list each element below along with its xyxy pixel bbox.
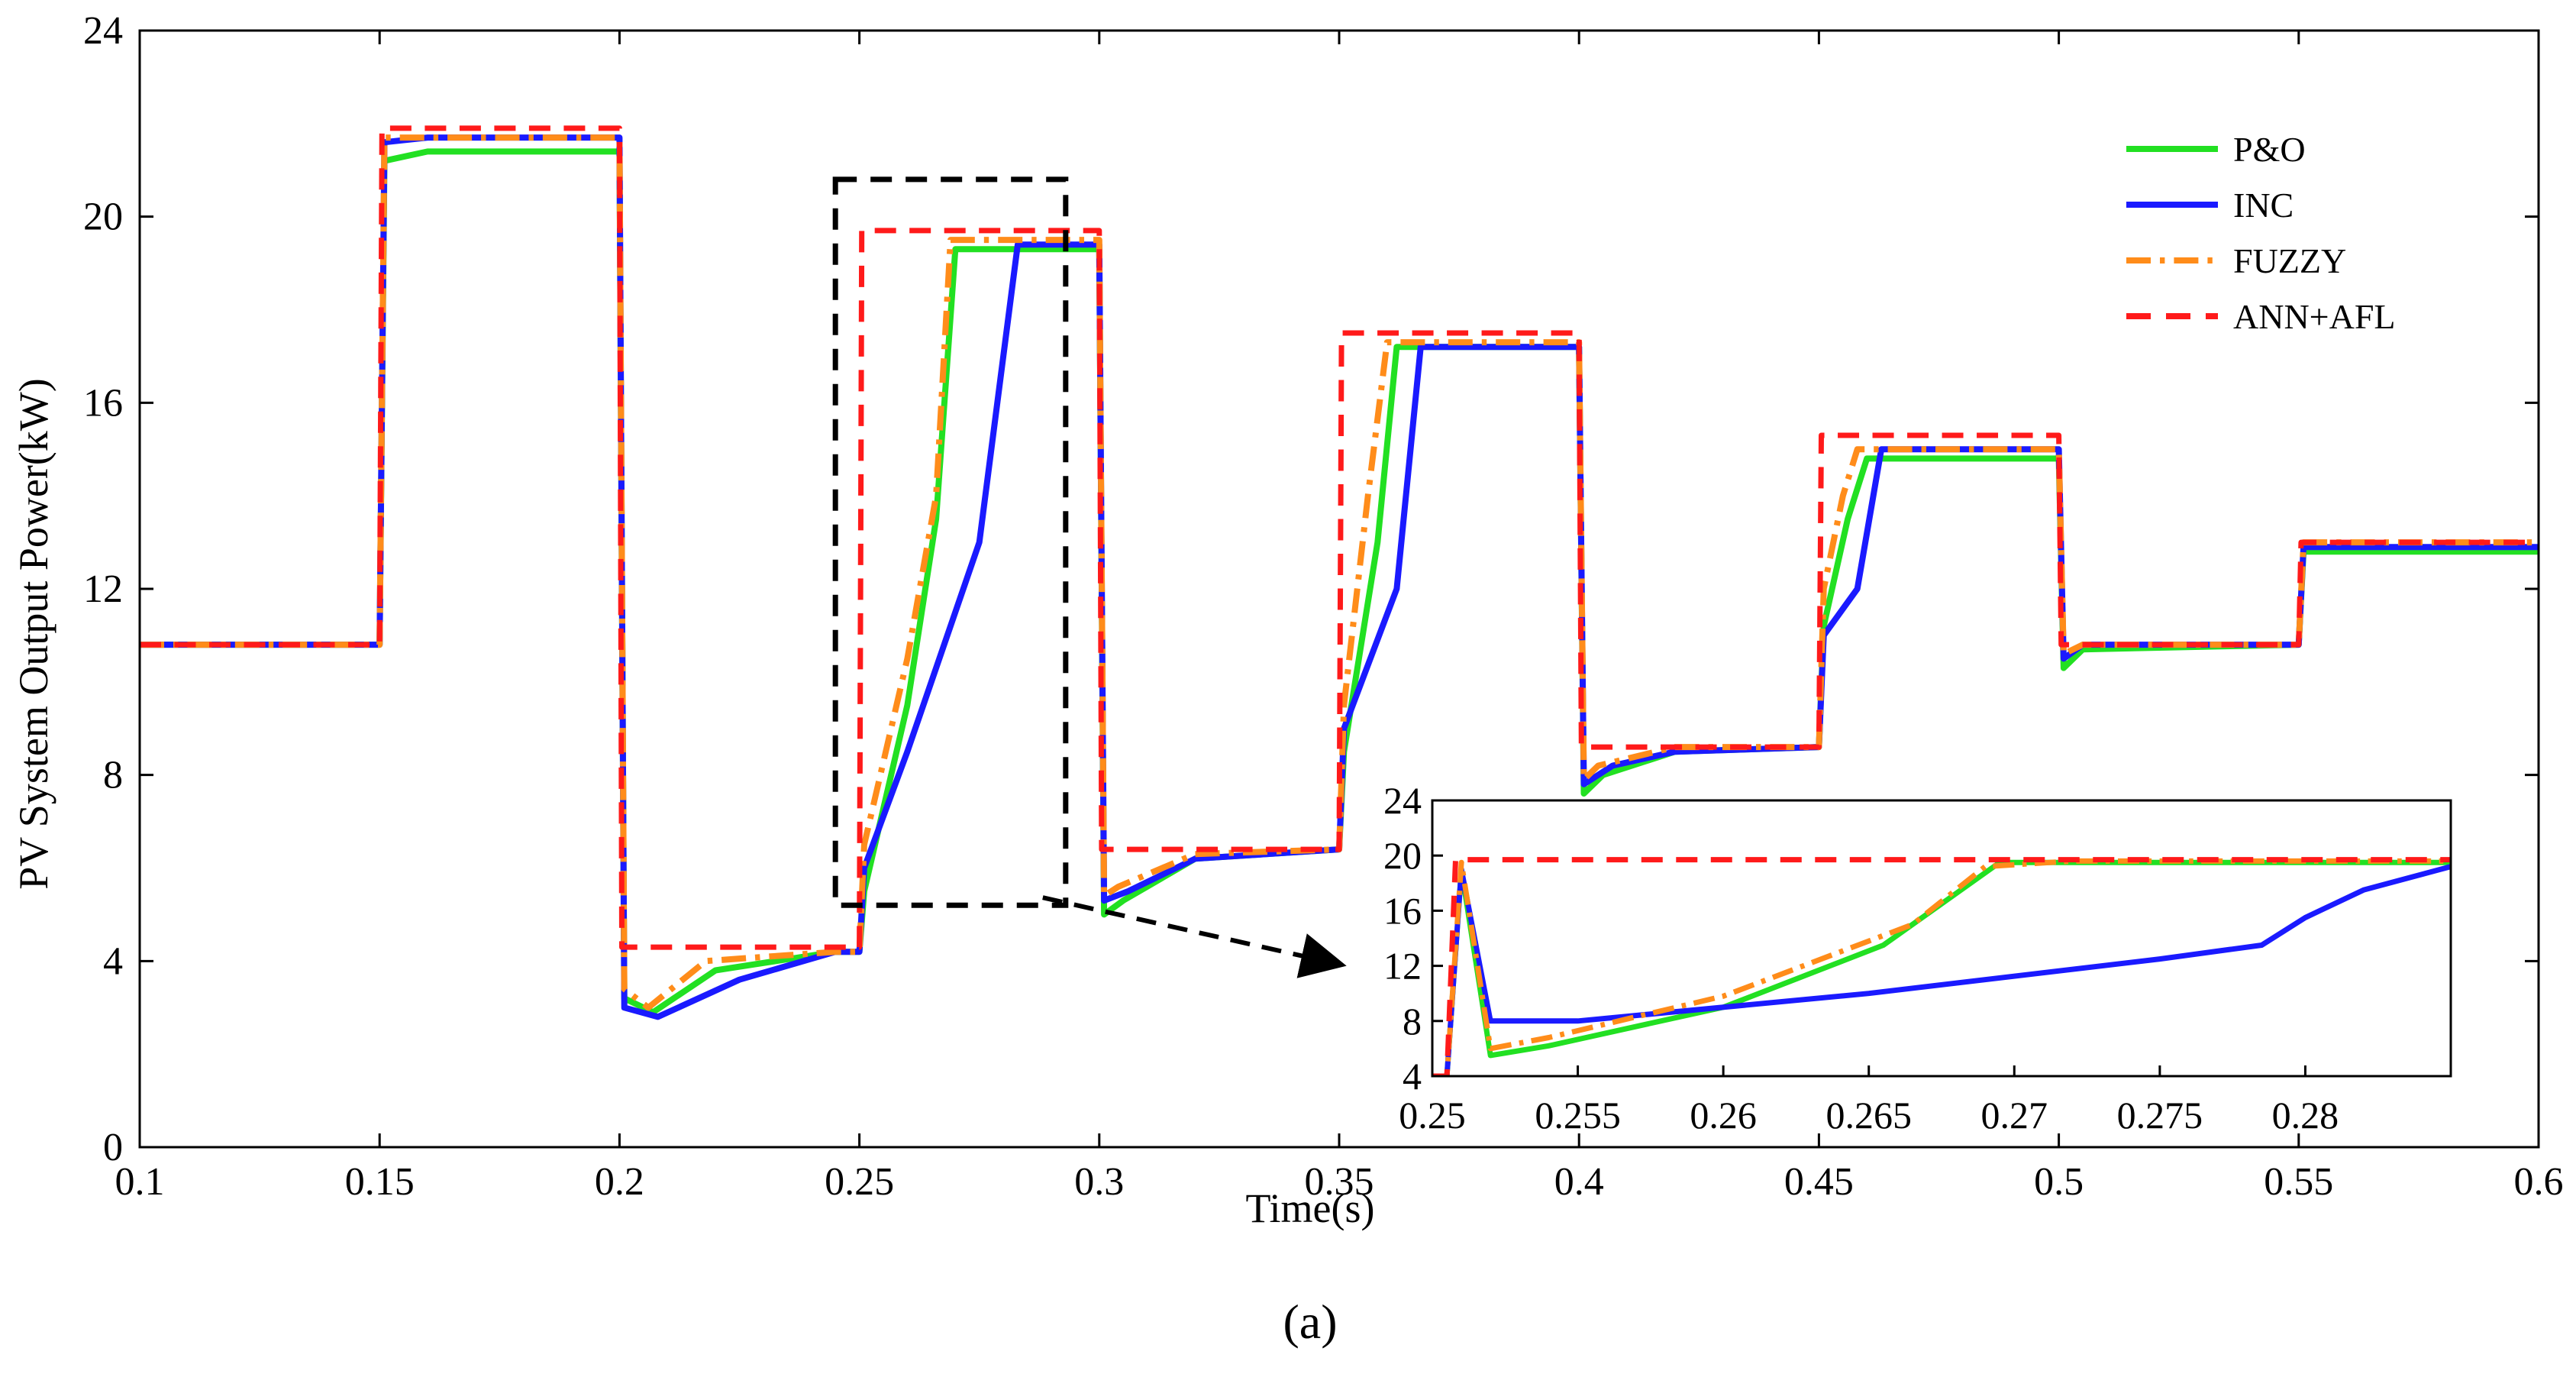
inset-x-tick-label: 0.275 bbox=[2117, 1094, 2203, 1136]
y-tick-label: 0 bbox=[103, 1126, 123, 1169]
inset-series-line-inc bbox=[1432, 864, 2451, 1076]
y-tick-label: 24 bbox=[83, 9, 123, 53]
inset-x-tick-label: 0.25 bbox=[1399, 1094, 1466, 1136]
series-line-ann-afl bbox=[140, 125, 2539, 950]
inset-series-line-fuzzy bbox=[1432, 858, 2451, 1076]
x-tick-label: 0.1 bbox=[115, 1160, 165, 1204]
zoom-arrow bbox=[1042, 895, 1347, 978]
y-tick-label: 16 bbox=[83, 381, 123, 425]
y-tick-label: 4 bbox=[103, 939, 123, 983]
legend-label: P&O bbox=[2233, 130, 2306, 169]
x-tick-label: 0.45 bbox=[1784, 1160, 1854, 1204]
legend-label: ANN+AFL bbox=[2233, 297, 2396, 336]
inset-x-tick-label: 0.27 bbox=[1981, 1094, 2048, 1136]
inset-y-tick-label: 16 bbox=[1383, 889, 1422, 932]
inset-y-tick-label: 4 bbox=[1403, 1055, 1422, 1098]
inset-y-tick-label: 20 bbox=[1383, 834, 1422, 877]
x-tick-label: 0.35 bbox=[1305, 1160, 1374, 1204]
figure-caption: (a) bbox=[1283, 1295, 1337, 1349]
legend-label: FUZZY bbox=[2233, 241, 2346, 280]
y-tick-label: 20 bbox=[83, 196, 123, 239]
x-tick-label: 0.6 bbox=[2514, 1160, 2564, 1204]
inset-x-tick-label: 0.255 bbox=[1535, 1094, 1621, 1136]
legend: P&O INC FUZZY ANN+AFL bbox=[2126, 130, 2396, 336]
inset-y-tick-label: 24 bbox=[1383, 779, 1422, 822]
inset-background bbox=[1432, 800, 2451, 1076]
inset-x-tick-label: 0.28 bbox=[2272, 1094, 2339, 1136]
y-tick-label: 12 bbox=[83, 567, 123, 611]
inset-y-tick-label: 8 bbox=[1403, 1000, 1422, 1043]
x-tick-label: 0.25 bbox=[825, 1160, 894, 1204]
x-tick-label: 0.3 bbox=[1074, 1160, 1124, 1204]
inset-series-line-ann-afl bbox=[1432, 857, 2451, 1076]
main-plot: 0.1 0.15 0.2 0.25 0.3 0.35 0.4 0.45 0.5 0.55 0.6 0… bbox=[83, 9, 2564, 1204]
x-tick-label: 0.15 bbox=[345, 1160, 415, 1204]
inset-x-tick-label: 0.26 bbox=[1690, 1094, 1757, 1136]
x-tick-label: 0.4 bbox=[1554, 1160, 1604, 1204]
inset-plot: 0.25 0.255 0.26 0.265 0.27 0.275 0.28 4 8 12 16 20… bbox=[1383, 779, 2452, 1136]
inset-x-tick-label: 0.265 bbox=[1825, 1094, 1912, 1136]
x-tick-label: 0.55 bbox=[2264, 1160, 2333, 1204]
legend-label: INC bbox=[2233, 186, 2294, 225]
y-axis-title: PV System Output Power(kW) bbox=[11, 378, 56, 890]
y-tick-label: 8 bbox=[103, 754, 123, 797]
zoom-box bbox=[832, 176, 1069, 908]
inset-y-tick-label: 12 bbox=[1383, 945, 1422, 988]
x-tick-label: 0.2 bbox=[595, 1160, 644, 1204]
x-tick-label: 0.5 bbox=[2034, 1160, 2084, 1204]
x-axis-title: Time(s) bbox=[1245, 1185, 1374, 1231]
inset-frame bbox=[1431, 799, 2452, 1078]
